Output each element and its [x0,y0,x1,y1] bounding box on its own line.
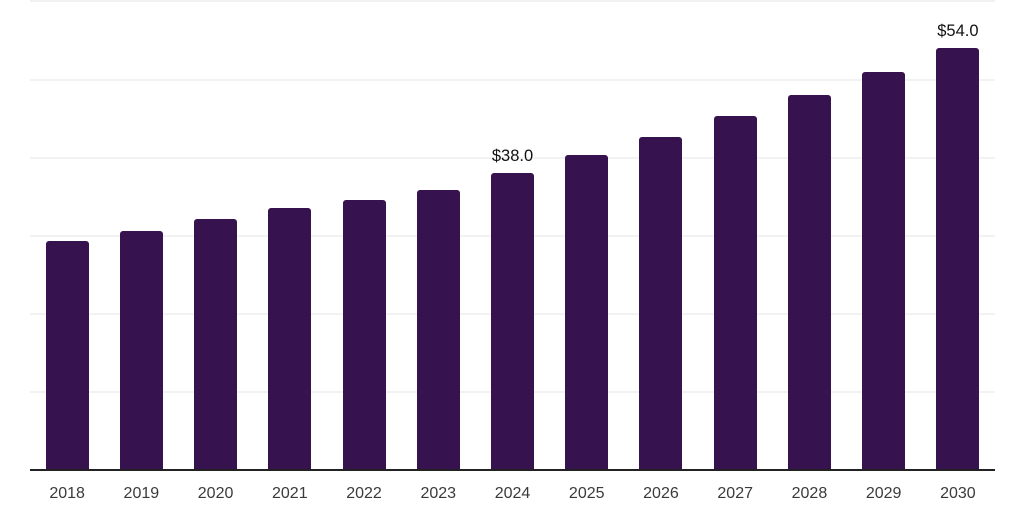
bar-2030 [936,48,980,470]
bar-2029 [862,72,906,470]
x-tick-label-2027: 2027 [717,485,753,502]
x-tick-label-2020: 2020 [197,485,234,502]
x-tick-label-2029: 2029 [865,485,902,502]
bar-2018 [45,241,89,470]
gridline-60 [30,0,995,3]
bar-2027 [713,116,757,470]
bar-2023 [416,189,460,470]
x-tick-label-2024: 2024 [494,485,531,502]
bar-2019 [119,231,163,470]
x-tick-label-2030: 2030 [940,485,976,502]
gridline-50 [30,78,995,81]
bar-2022 [342,199,386,470]
gridline-40 [30,156,995,159]
bar-2020 [194,219,238,470]
bar-2025 [565,155,609,470]
x-tick-label-2023: 2023 [420,485,457,502]
x-tick-label-2028: 2028 [791,485,828,502]
x-tick-label-2025: 2025 [568,485,605,502]
bar-2028 [787,95,831,470]
bar-2026 [639,136,683,470]
bar-value-label-2024: $38.0 [491,147,534,166]
x-tick-label-2019: 2019 [123,485,160,502]
x-tick-label-2026: 2026 [643,485,679,502]
x-tick-label-2018: 2018 [49,485,85,502]
x-tick-label-2022: 2022 [346,485,382,502]
bar-2021 [268,208,312,470]
bar-value-label-2030: $54.0 [937,22,979,41]
x-tick-label-2021: 2021 [272,485,308,502]
bar-2024 [491,173,534,470]
x-axis-line [30,469,995,471]
